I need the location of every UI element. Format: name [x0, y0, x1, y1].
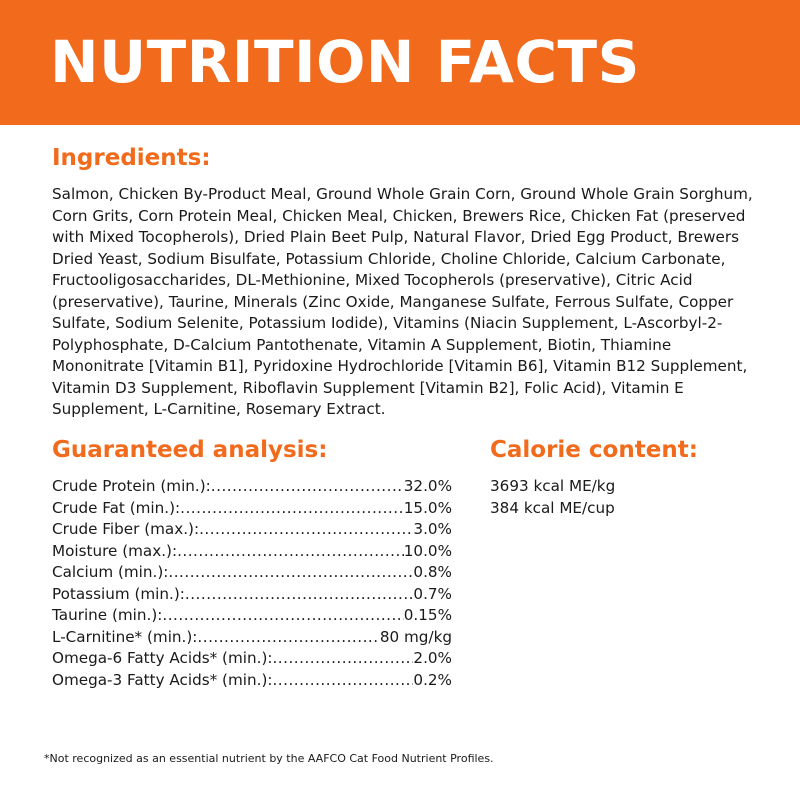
nutrient-value: 3.0% [413, 520, 452, 538]
nutrient-label: Crude Fat (min.): [52, 498, 181, 517]
calorie-heading: Calorie content: [490, 437, 698, 463]
ingredients-heading: Ingredients: [52, 145, 211, 171]
calorie-line: 384 kcal ME/cup [490, 498, 615, 517]
analysis-list: Crude Protein (min.): 32.0% Crude Fat (min… [52, 476, 452, 691]
leader-dots [211, 476, 404, 498]
leader-dots [168, 562, 413, 584]
nutrient-label: Crude Protein (min.): [52, 477, 211, 495]
analysis-row: Moisture (max.): 10.0% [52, 541, 452, 563]
analysis-row: Crude Fiber (max.): 3.0% [52, 519, 452, 541]
nutrient-label: Potassium (min.): [52, 584, 185, 603]
analysis-row: Omega-3 Fatty Acids* (min.): 0.2% [52, 670, 452, 692]
header-band: NUTRITION FACTS [0, 0, 800, 125]
nutrient-label: Calcium (min.): [52, 563, 169, 581]
leader-dots [180, 498, 404, 520]
analysis-row: Crude Protein (min.): 32.0% [52, 476, 452, 498]
leader-dots [185, 584, 414, 606]
calorie-list: 3693 kcal ME/kg 384 kcal ME/cup [490, 476, 615, 519]
nutrient-value: 0.2% [413, 670, 452, 689]
calorie-line: 3693 kcal ME/kg [490, 477, 616, 495]
nutrient-label: Omega-3 Fatty Acids* (min.): [52, 670, 273, 689]
nutrient-value: 80 mg/kg [379, 627, 452, 646]
title: NUTRITION FACTS [50, 28, 640, 96]
analysis-row: Taurine (min.): 0.15% [52, 605, 452, 627]
nutrient-label: Taurine (min.): [52, 606, 163, 624]
nutrient-label: Moisture (max.): [52, 541, 178, 560]
analysis-row: Calcium (min.): 0.8% [52, 562, 452, 584]
nutrient-label: L-Carnitine* (min.): [52, 627, 198, 646]
analysis-heading: Guaranteed analysis: [52, 437, 328, 463]
analysis-row: Omega-6 Fatty Acids* (min.): 2.0% [52, 648, 452, 670]
nutrient-value: 2.0% [413, 649, 452, 667]
nutrient-value: 15.0% [403, 498, 452, 517]
analysis-row: Potassium (min.): 0.7% [52, 584, 452, 606]
leader-dots [199, 519, 413, 541]
leader-dots [272, 648, 413, 670]
nutrient-value: 32.0% [403, 477, 452, 495]
nutrient-value: 0.8% [413, 563, 452, 581]
analysis-row: L-Carnitine* (min.): 80 mg/kg [52, 627, 452, 649]
ingredients-text: Salmon, Chicken By-Product Meal, Ground … [52, 185, 753, 418]
nutrient-value: 0.7% [413, 584, 452, 603]
footnote: *Not recognized as an essential nutrient… [44, 752, 494, 765]
leader-dots [197, 627, 379, 649]
nutrient-value: 0.15% [403, 606, 452, 624]
leader-dots [162, 605, 403, 627]
leader-dots [177, 541, 404, 563]
nutrient-value: 10.0% [403, 541, 452, 560]
nutrient-label: Omega-6 Fatty Acids* (min.): [52, 649, 273, 667]
analysis-row: Crude Fat (min.): 15.0% [52, 498, 452, 520]
nutrient-label: Crude Fiber (max.): [52, 520, 200, 538]
leader-dots [272, 670, 413, 692]
